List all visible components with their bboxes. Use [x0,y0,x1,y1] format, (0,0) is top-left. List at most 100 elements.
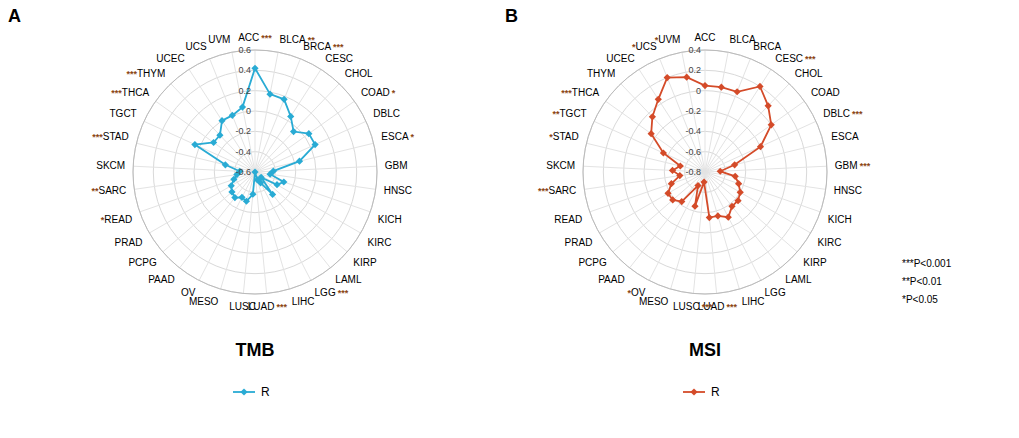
legend-marker [690,388,697,395]
category-label: HNSC [834,185,862,196]
category-text: LGG [315,287,336,298]
point-diamond [669,196,676,203]
point-diamond [735,180,742,187]
tick-label: -0.2 [235,126,251,136]
category-label: *OV [627,287,645,298]
point-diamond [669,167,676,174]
category-label: BRCA*** [303,41,344,52]
point-diamond [649,113,656,120]
category-text: LUAD [698,301,725,312]
category-text: ESCA [381,131,409,142]
spoke [705,172,826,189]
category-label: KIRC [368,237,392,248]
point-diamond [273,181,280,188]
tick-label: -0.2 [685,106,701,116]
point-diamond [655,96,662,103]
spoke [590,172,705,212]
point-diamond [717,168,724,175]
significance: *** [261,33,272,43]
spoke [705,172,780,268]
annotation: **P<0.01 [902,276,942,287]
category-text: SARC [99,185,127,196]
category-text: TGCT [560,108,587,119]
category-text: HNSC [384,185,412,196]
significance: *** [805,54,816,64]
category-text: ACC [694,32,715,43]
category-text: KIRP [803,257,827,268]
category-label: ***THYM [126,68,165,79]
legend: R [683,385,720,399]
category-text: SARC [549,185,577,196]
chart-title: TMB [236,340,275,360]
legend-label: R [261,385,270,399]
category-text: PAAD [598,274,625,285]
panel-label: B [505,6,518,26]
spoke [210,59,255,172]
tick-label: 0.4 [688,45,701,55]
category-text: ACC [238,32,259,43]
point-diamond [290,128,297,135]
point-diamond [668,180,675,187]
category-label: GBM [385,160,408,171]
category-text: KIRC [368,237,392,248]
category-text: READ [554,214,582,225]
point-diamond [677,162,684,169]
category-text: BRCA [753,41,781,52]
tick-label: -0.6 [685,147,701,157]
category-label: ***SARC [538,185,576,196]
spoke [613,172,705,252]
point-diamond [249,191,256,198]
spoke [149,172,255,233]
category-label: TGCT [110,108,137,119]
category-label: READ [554,214,582,225]
grid-ring [583,50,827,294]
category-text: KIRP [353,257,377,268]
point-diamond [725,214,732,221]
category-label: LUSC*** [673,301,713,312]
point-diamond [664,190,671,197]
spoke [705,59,750,172]
tick-label: 0.2 [238,86,251,96]
category-text: PAAD [148,274,175,285]
point-diamond [734,88,741,95]
category-text: GBM [835,160,858,171]
category-text: PRAD [565,237,593,248]
category-label: BRCA [753,41,781,52]
category-text: READ [104,214,132,225]
range-outline [583,50,827,294]
category-label: KIRP [353,257,377,268]
point-diamond [676,172,683,179]
point-diamond [216,132,223,139]
spoke [163,172,255,252]
radar-panel: B-0.8-0.6-0.4-0.200.20.4ACCBLCABRCACESC*… [505,6,952,399]
category-label: THYM [587,68,615,79]
significance: *** [276,302,287,312]
category-text: LAML [335,274,362,285]
point-diamond [768,121,775,128]
category-label: KIRC [818,237,842,248]
category-label: CESC [325,53,353,64]
point-diamond [218,117,225,124]
range-outline [133,50,377,294]
point-diamond [251,168,258,175]
point-diamond [694,182,701,189]
category-label: UVM [208,34,230,45]
significance: *** [92,132,103,142]
significance: * [392,88,396,98]
category-label: PAAD [598,274,625,285]
spoke [606,101,705,172]
point-diamond [312,141,319,148]
category-label: *STAD [549,131,578,142]
point-diamond [238,194,245,201]
point-diamond [228,188,235,195]
spoke [255,59,300,172]
category-text: KICH [828,214,852,225]
category-text: THYM [137,68,165,79]
category-label: COAD* [361,87,396,98]
category-label: PCPG [578,257,607,268]
spoke [140,172,255,212]
category-label: PRAD [115,237,143,248]
tick-label: 0.6 [238,45,251,55]
category-text: LIHC [292,296,315,307]
point-diamond [718,84,725,91]
